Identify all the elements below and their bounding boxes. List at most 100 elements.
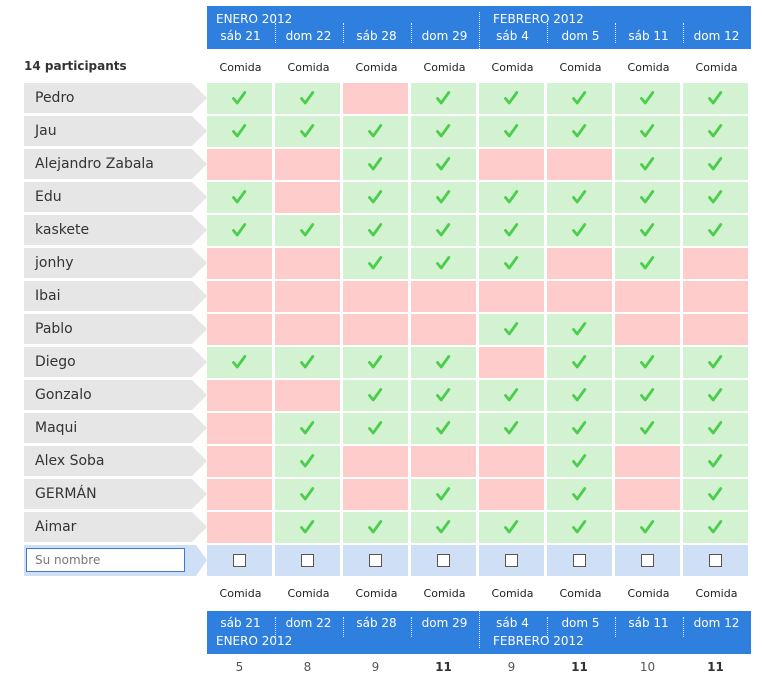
vote-cell-no: [275, 314, 340, 345]
column-separator: [683, 617, 684, 637]
day-label: dom 22: [285, 29, 332, 43]
vote-cell-yes: [615, 248, 680, 279]
vote-cell-no: [547, 281, 612, 312]
participant-name[interactable]: Gonzalo: [24, 380, 207, 410]
participant-name[interactable]: kaskete: [24, 215, 207, 245]
meal-row-top: Comida Comida Comida Comida Comida Comida Comi…: [207, 53, 751, 83]
checkmark-icon: [640, 388, 655, 402]
vote-cell-yes: [479, 215, 544, 246]
vote-cell-no: [207, 380, 272, 411]
day-label: dom 5: [561, 29, 600, 43]
meal-label: Comida: [355, 587, 398, 600]
checkmark-icon: [572, 454, 587, 468]
vote-cell-yes: [411, 380, 476, 411]
vote-cell-no: [683, 314, 748, 345]
participant-name[interactable]: jonhy: [24, 248, 207, 278]
participant-name[interactable]: Maqui: [24, 413, 207, 443]
vote-cell-yes: [207, 116, 272, 147]
column-separator: [615, 617, 616, 637]
participant-name[interactable]: Pedro: [24, 83, 207, 113]
vote-cell-no: [275, 149, 340, 180]
vote-cell-yes: [479, 512, 544, 543]
vote-cell-no: [207, 413, 272, 444]
vote-cell-yes: [547, 314, 612, 345]
vote-cell-yes: [275, 215, 340, 246]
checkmark-icon: [572, 91, 587, 105]
vote-cell-yes: [615, 149, 680, 180]
vote-checkbox[interactable]: [573, 554, 586, 567]
column-separator: [683, 23, 684, 43]
column-separator: [547, 23, 548, 43]
meal-label: Comida: [287, 61, 330, 74]
participant-name[interactable]: Ibai: [24, 281, 207, 311]
vote-checkbox[interactable]: [233, 554, 246, 567]
checkmark-icon: [368, 223, 383, 237]
vote-cell-yes: [547, 83, 612, 114]
checkmark-icon: [368, 421, 383, 435]
meal-label: Comida: [219, 587, 262, 600]
vote-count: 10: [639, 660, 656, 674]
checkmark-icon: [436, 355, 451, 369]
checkmark-icon: [504, 124, 519, 138]
vote-cell-yes: [615, 116, 680, 147]
checkmark-icon: [708, 124, 723, 138]
vote-checkbox[interactable]: [505, 554, 518, 567]
vote-cell-no: [207, 314, 272, 345]
vote-checkbox[interactable]: [641, 554, 654, 567]
participant-name[interactable]: Aimar: [24, 512, 207, 542]
vote-checkbox[interactable]: [709, 554, 722, 567]
checkmark-icon: [232, 91, 247, 105]
input-cell: [411, 545, 476, 576]
day-label: dom 12: [693, 29, 740, 43]
checkmark-icon: [640, 223, 655, 237]
meal-label: Comida: [491, 587, 534, 600]
checkmark-icon: [300, 355, 315, 369]
checkmark-icon: [572, 421, 587, 435]
day-label: dom 22: [285, 616, 332, 630]
checkmark-icon: [504, 388, 519, 402]
meal-row-bottom: Comida Comida Comida Comida Comida Comida Comi…: [207, 579, 751, 609]
participant-name[interactable]: Alejandro Zabala: [24, 149, 207, 179]
name-input[interactable]: [26, 548, 185, 572]
vote-cell-no: [275, 248, 340, 279]
vote-cell-yes: [547, 446, 612, 477]
checkmark-icon: [708, 388, 723, 402]
vote-cell-yes: [275, 512, 340, 543]
vote-checkbox[interactable]: [369, 554, 382, 567]
day-label: sáb 28: [356, 29, 397, 43]
checkmark-icon: [436, 124, 451, 138]
checkmark-icon: [368, 355, 383, 369]
day-label: sáb 4: [496, 29, 529, 43]
checkmark-icon: [572, 322, 587, 336]
participant-name[interactable]: Jau: [24, 116, 207, 146]
day-labels-top: sáb 21 dom 22 sáb 28 dom 29 sáb 4 dom 5 sáb 11…: [207, 29, 751, 45]
checkmark-icon: [708, 454, 723, 468]
checkmark-icon: [708, 223, 723, 237]
checkmark-icon: [300, 421, 315, 435]
vote-cell-yes: [547, 182, 612, 213]
day-label: sáb 21: [220, 29, 261, 43]
participant-name[interactable]: Pablo: [24, 314, 207, 344]
checkmark-icon: [504, 190, 519, 204]
vote-cell-yes: [207, 182, 272, 213]
checkmark-icon: [436, 487, 451, 501]
column-separator: [343, 617, 344, 637]
participant-name[interactable]: GERMÁN: [24, 479, 207, 509]
vote-checkbox[interactable]: [301, 554, 314, 567]
participant-name[interactable]: Diego: [24, 347, 207, 377]
vote-cell-yes: [683, 446, 748, 477]
vote-cell-yes: [343, 149, 408, 180]
input-cell: [275, 545, 340, 576]
vote-cell-yes: [615, 512, 680, 543]
meal-label: Comida: [695, 61, 738, 74]
vote-cell-yes: [479, 83, 544, 114]
checkmark-icon: [436, 157, 451, 171]
participants-count: 14 participants: [24, 59, 127, 73]
meal-label: Comida: [627, 61, 670, 74]
vote-checkbox[interactable]: [437, 554, 450, 567]
day-label: dom 5: [561, 616, 600, 630]
vote-cell-yes: [615, 182, 680, 213]
meal-label: Comida: [559, 587, 602, 600]
participant-name[interactable]: Alex Soba: [24, 446, 207, 476]
participant-name[interactable]: Edu: [24, 182, 207, 212]
